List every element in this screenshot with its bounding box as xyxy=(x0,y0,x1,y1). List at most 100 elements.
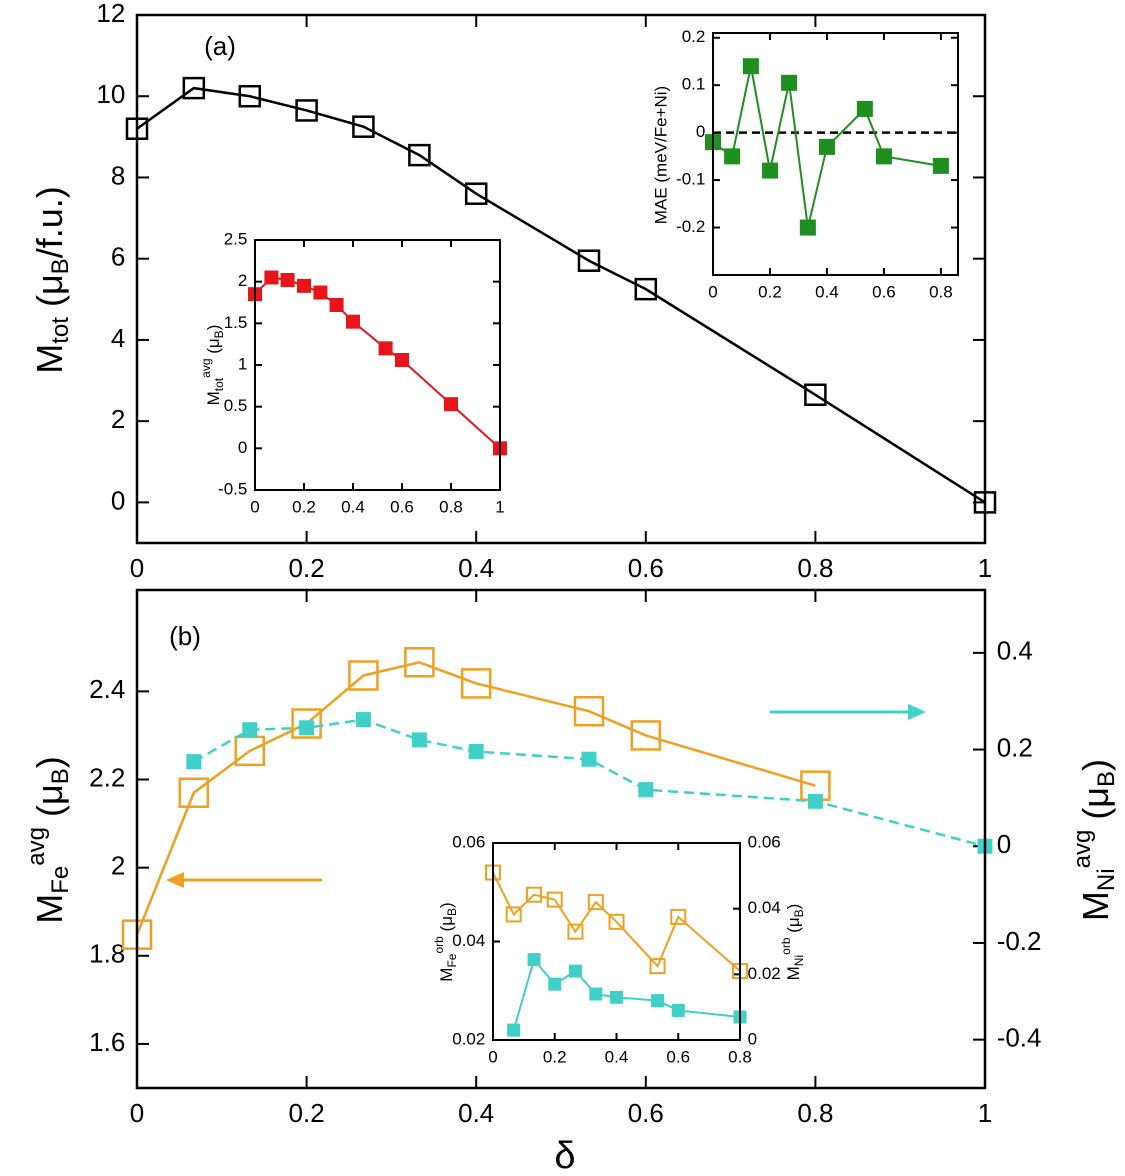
y-tick-label: 1.6 xyxy=(89,1027,125,1057)
y-axis-label: MFeavg (μB) xyxy=(23,756,74,923)
marker xyxy=(297,278,311,293)
y-tick-label: 0.02 xyxy=(452,1029,485,1048)
x-tick-label: 0.6 xyxy=(628,1098,664,1128)
y-axis-label: Mtot (μB/f.u.) xyxy=(29,186,75,373)
marker xyxy=(630,720,662,751)
marker xyxy=(581,751,597,767)
marker xyxy=(670,908,687,925)
y-tick-label: 0 xyxy=(238,438,247,457)
series-line xyxy=(712,66,942,228)
y-tick-label: -0.5 xyxy=(218,479,247,498)
y-tick-label: 2 xyxy=(111,404,125,434)
y-tick-label: 12 xyxy=(96,0,125,28)
x-tick-label: 0.4 xyxy=(458,553,494,583)
marker xyxy=(638,782,654,798)
marker xyxy=(355,712,371,728)
y-tick-label: 0.06 xyxy=(452,832,485,851)
y-tick-label: 2 xyxy=(238,271,247,290)
marker xyxy=(761,162,778,179)
marker xyxy=(781,74,798,91)
label-part: (μ xyxy=(29,784,70,827)
label-part: avg xyxy=(199,359,213,378)
label-part: ) xyxy=(204,325,223,331)
marker xyxy=(526,886,543,903)
y-tick-label: 1 xyxy=(238,354,247,373)
label-part: (μ xyxy=(29,274,70,317)
marker xyxy=(818,138,835,155)
marker xyxy=(568,964,582,978)
marker xyxy=(264,270,279,285)
marker xyxy=(178,777,210,808)
label-part: B xyxy=(47,258,74,274)
marker xyxy=(238,84,262,108)
marker xyxy=(460,668,492,699)
marker xyxy=(804,383,827,407)
plot-frame xyxy=(254,239,501,491)
label-part: M xyxy=(29,344,70,374)
inset-y-label: Mtotavg (μB) xyxy=(199,325,226,406)
label-part: tot xyxy=(47,317,74,344)
marker xyxy=(186,754,202,770)
label-part: ) xyxy=(1075,759,1116,771)
y-tick-label: 10 xyxy=(96,79,125,109)
y2-tick-label: 0.02 xyxy=(748,964,781,983)
y-tick-label: 2.2 xyxy=(89,762,125,792)
label-part: (μ xyxy=(204,338,223,358)
y2-tick-label: 0.2 xyxy=(997,732,1033,762)
x-tick-label: 0.6 xyxy=(390,497,414,516)
y2-tick-label: 0 xyxy=(997,829,1011,859)
x-tick-label: 0.2 xyxy=(543,1047,567,1066)
label-part: ) xyxy=(29,756,70,768)
x-tick-label: 1 xyxy=(978,553,992,583)
x-tick-label: 0 xyxy=(130,553,144,583)
label-part: (μ xyxy=(1075,787,1116,830)
y2-tick-label: 0 xyxy=(748,1029,757,1048)
y-tick-label: 6 xyxy=(111,242,125,272)
marker xyxy=(299,720,315,736)
marker xyxy=(589,987,603,1001)
x-tick-label: 1 xyxy=(495,497,504,516)
label-part: M xyxy=(437,968,456,982)
y2-tick-label: -0.2 xyxy=(997,926,1042,956)
marker xyxy=(411,732,427,748)
marker xyxy=(507,1023,521,1037)
y-tick-label: 0.5 xyxy=(224,396,248,415)
marker xyxy=(634,277,658,301)
x-tick-label: 0.4 xyxy=(605,1047,629,1066)
y-tick-label: 8 xyxy=(111,160,125,190)
marker xyxy=(573,695,605,727)
label-part: Ni xyxy=(792,955,806,966)
x-tick-label: 0.8 xyxy=(728,1047,752,1066)
y-tick-label: 0 xyxy=(111,485,125,515)
label-part: tot xyxy=(212,377,226,391)
marker xyxy=(352,115,375,138)
marker xyxy=(505,906,522,923)
x-tick-label: 0.4 xyxy=(341,497,365,516)
marker xyxy=(291,708,322,739)
marker xyxy=(742,58,759,75)
x-axis-label: δ xyxy=(554,1135,575,1176)
marker xyxy=(329,298,344,312)
label-part: M xyxy=(784,966,803,980)
marker xyxy=(649,958,666,975)
y-tick-label: -0.1 xyxy=(676,170,705,189)
marker xyxy=(242,722,258,738)
y-tick-label: 1.5 xyxy=(224,313,248,332)
y-tick-label: 0.1 xyxy=(682,75,706,94)
inset-y-label: MAE (meV/Fe+Ni) xyxy=(651,86,670,224)
label-part: B xyxy=(47,768,74,784)
y-tick-label: 2.5 xyxy=(224,229,248,248)
series-line xyxy=(135,660,816,936)
y-tick-label: 0 xyxy=(696,122,705,141)
marker xyxy=(546,891,563,908)
plot-frame xyxy=(135,13,987,545)
marker xyxy=(280,273,295,287)
marker xyxy=(875,148,892,165)
panel-label: (a) xyxy=(204,31,236,61)
series-line xyxy=(492,872,741,972)
plot-area xyxy=(493,843,740,1040)
label-part: (μ xyxy=(437,916,456,936)
marker xyxy=(807,793,823,809)
